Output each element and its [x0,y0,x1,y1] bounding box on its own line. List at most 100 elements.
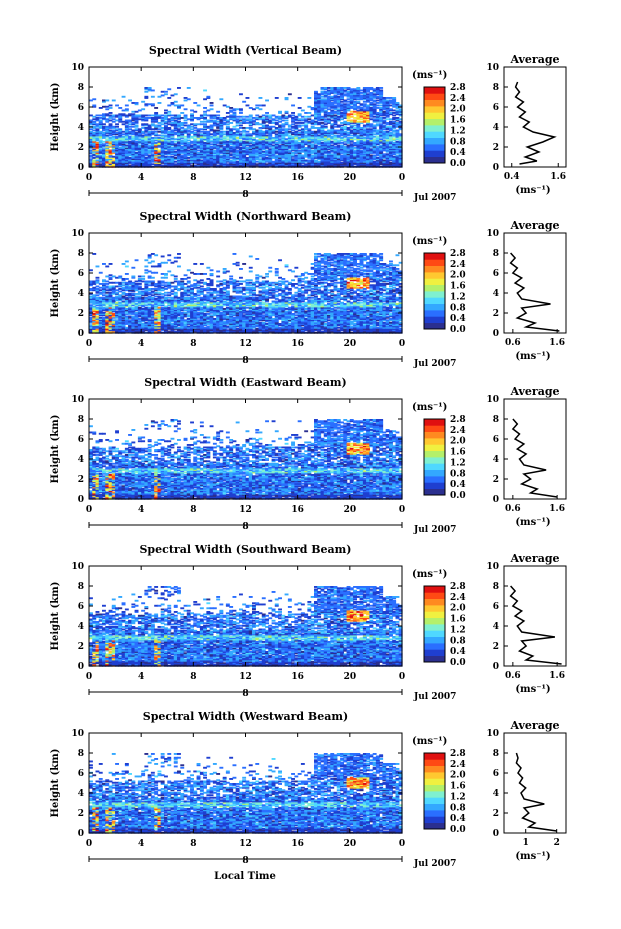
average-y-tick-label: 8 [493,83,499,93]
panel-title: Spectral Width (Vertical Beam) [149,44,342,57]
panel-title: Spectral Width (Northward Beam) [140,210,352,223]
heatmap-cell [164,277,168,279]
colorbar-tick-label: 2.0 [450,105,466,115]
heatmap-cell [154,107,158,109]
heatmap-cell [203,117,207,119]
colorbar-segment [424,93,445,100]
heatmap-cell [105,266,109,268]
x-tick-label: 0 [399,173,405,183]
heatmap-cell [109,107,113,109]
heatmap-cell [158,102,162,104]
heatmap-cell [246,105,250,107]
heatmap-cell [151,90,155,92]
heatmap-cell [177,266,181,268]
heatmap-cell [187,98,191,100]
heatmap-cell [135,125,139,127]
heatmap-cell [291,105,295,107]
heatmap-cell [118,128,122,130]
colorbar-segment [424,144,445,151]
heatmap-cell [177,115,181,117]
heatmap-cell [239,112,243,114]
heatmap-cell [115,126,119,128]
y-tick-label: 6 [78,103,84,113]
heatmap-cell [246,131,250,133]
colorbar-segment [424,131,445,138]
heatmap-cells [89,87,403,168]
average-y-tick-label: 10 [486,63,499,73]
heatmap-cell [197,105,201,107]
y-tick-label: 8 [78,83,84,93]
heatmap-cell [118,107,122,109]
heatmap-cell [151,281,155,283]
heatmap-cell [125,261,129,263]
heatmap-cell [233,112,237,114]
y-tick-label: 10 [71,63,84,73]
colorbar-tick-label: 2.4 [450,94,466,104]
heatmap-cell [379,87,383,89]
heatmap-cell [174,93,178,95]
average-y-tick-label: 2 [493,143,499,153]
heatmap-cell [167,271,171,273]
heatmap-cell [109,105,113,107]
heatmap-cell [298,97,302,99]
y-tick-label: 0 [78,163,84,173]
heatmap-cell [174,261,178,263]
heatmap-cell [164,93,168,95]
heatmap-cell [184,108,188,110]
heatmap-cell [216,115,220,117]
heatmap-cell [174,276,178,278]
heatmap-cell [148,87,152,89]
heatmap-cell [164,273,168,275]
heatmap-cell [187,87,191,89]
heatmap-cell [356,87,360,89]
heatmap-cell [96,277,100,279]
colorbar-segment [424,112,445,119]
heatmap-cell [109,123,113,125]
heatmap-cell [177,87,181,89]
heatmap-cell [125,278,129,280]
colorbar-tick-label: 0.8 [450,137,466,147]
heatmap-cells [89,253,403,334]
heatmap-cell [109,263,113,265]
colorbar-segment [424,138,445,145]
heatmap-cell [307,112,311,114]
heatmap-cell [167,88,171,90]
heatmap-cell [265,100,269,102]
heatmap-cell [203,123,207,125]
heatmap-cell [141,101,145,103]
heatmap-cell [210,102,214,104]
heatmap-cell [180,105,184,107]
heatmap-cell [265,112,269,114]
colorbar-tick-label: 1.2 [450,126,466,136]
heatmap-cell [135,102,139,104]
heatmap-cell [151,103,155,105]
heatmap-cell [288,93,292,95]
heatmap-cell [167,127,171,129]
heatmap-cell [285,120,289,122]
heatmap-cell [285,122,289,124]
heatmap-cell [105,100,109,102]
y-tick-label: 2 [78,143,84,153]
heatmap-cell [324,126,328,128]
heatmap-cell [112,100,116,102]
colorbar-segment [424,87,445,94]
average-frame [504,67,566,167]
colorbar-tick-label: 0.4 [450,148,466,158]
heatmap-cell [239,93,243,95]
heatmap-cell [144,259,148,261]
heatmap-cell [203,107,207,109]
heatmap-cell [216,111,220,113]
spectral-width-figure: Spectral Width (Vertical Beam)02468100 4 8… [0,0,621,929]
heatmap-cell [285,97,289,99]
heatmap-cell [210,108,214,110]
y-axis-label: Height (km) [50,83,61,152]
average-x-label: (ms⁻¹) [515,185,550,196]
heatmap-cell [115,105,119,107]
heatmap-cell [144,96,148,98]
heatmap-cell [102,123,106,125]
heatmap-cell [96,279,100,281]
colorbar-segment [424,125,445,132]
heatmap-cell [203,90,207,92]
heatmap-cell [164,262,168,264]
